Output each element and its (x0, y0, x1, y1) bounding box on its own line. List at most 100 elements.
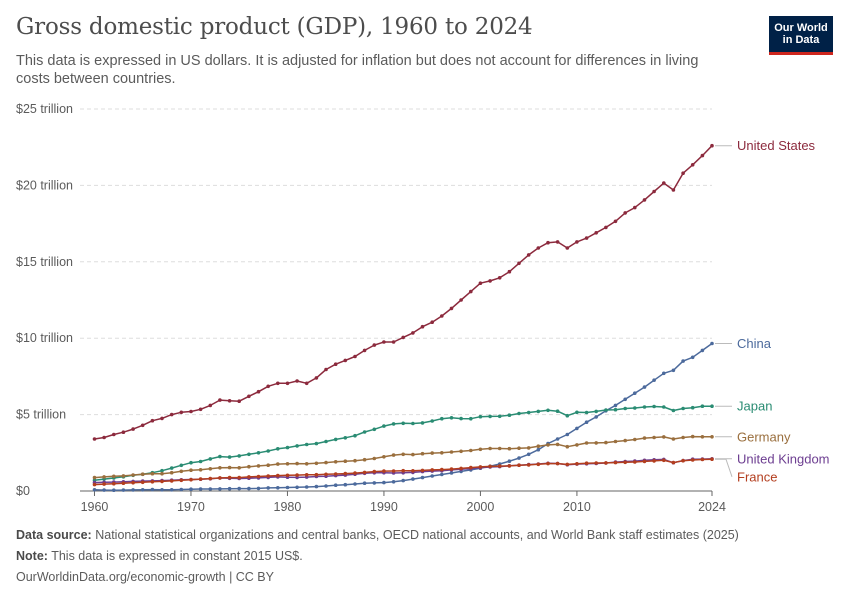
data-point (642, 385, 647, 389)
data-point (623, 397, 627, 402)
data-point (227, 465, 232, 470)
data-point (333, 483, 338, 488)
data-point (343, 358, 348, 363)
data-point (555, 461, 560, 466)
data-point (420, 324, 425, 329)
data-point (546, 443, 550, 447)
data-point (507, 446, 512, 451)
series-label: Germany (737, 429, 791, 444)
data-point (160, 479, 164, 484)
data-point (353, 482, 357, 486)
data-point (102, 475, 106, 479)
data-point (594, 231, 598, 235)
data-point (604, 408, 608, 412)
x-tick-label: 1990 (370, 500, 398, 514)
data-point (391, 480, 396, 484)
data-point (710, 404, 714, 409)
data-point (430, 320, 435, 325)
data-point (700, 457, 705, 462)
owid-logo[interactable]: Our World in Data (769, 16, 833, 55)
data-point (488, 279, 492, 283)
data-point (189, 487, 193, 492)
data-point (459, 298, 463, 302)
data-point (681, 458, 685, 463)
data-point (575, 443, 579, 447)
chart-title: Gross domestic product (GDP), 1960 to 20… (16, 14, 533, 40)
data-point (411, 469, 415, 473)
data-point (353, 433, 357, 438)
data-point (555, 409, 560, 414)
source-link[interactable]: OurWorldinData.org/economic-growth (16, 570, 226, 584)
data-point (189, 468, 193, 473)
data-point (497, 414, 502, 419)
data-point (584, 236, 589, 240)
data-point (401, 478, 406, 483)
data-point (131, 473, 135, 477)
axis-layer: $0 $5 trillion $10 trillion $15 trillion $20… (16, 102, 726, 514)
data-point (179, 410, 184, 415)
data-point (565, 462, 570, 467)
data-point (555, 437, 560, 441)
data-point (256, 486, 261, 491)
data-point (160, 468, 164, 473)
data-point (440, 314, 444, 318)
data-point (102, 488, 106, 492)
data-point (333, 437, 338, 442)
data-point (681, 359, 685, 363)
data-point (671, 368, 676, 373)
data-point (690, 355, 695, 360)
data-point (449, 416, 454, 420)
data-point (295, 485, 299, 490)
data-point (198, 459, 203, 464)
data-point (140, 423, 145, 428)
data-point (314, 472, 319, 477)
data-point (633, 391, 637, 396)
data-point (391, 469, 396, 473)
data-point (613, 439, 618, 444)
data-point (710, 457, 714, 462)
data-point (526, 253, 531, 257)
data-point (517, 463, 521, 468)
data-point (179, 469, 184, 474)
y-tick-label: $15 trillion (16, 255, 73, 269)
data-point (604, 461, 608, 465)
data-point (237, 475, 241, 480)
data-point (594, 441, 598, 445)
data-point (382, 469, 386, 473)
data-point (285, 473, 290, 478)
data-point (652, 189, 656, 194)
data-point (662, 405, 666, 409)
data-point (237, 399, 241, 404)
data-point (343, 482, 348, 487)
data-point (218, 466, 222, 470)
y-tick-label: $5 trillion (16, 408, 66, 422)
data-point (681, 406, 685, 411)
data-point (285, 462, 290, 466)
data-point (362, 457, 367, 462)
data-point (295, 461, 299, 466)
data-point (584, 420, 589, 425)
data-point (391, 340, 396, 344)
y-tick-label: $10 trillion (16, 331, 73, 345)
data-point (131, 480, 135, 485)
data-point (285, 381, 290, 386)
data-point (198, 407, 203, 412)
data-point (131, 488, 135, 492)
data-point (362, 348, 367, 353)
data-point (343, 436, 348, 440)
data-point (169, 412, 174, 417)
data-point (198, 468, 203, 472)
data-point (690, 434, 695, 439)
data-point (613, 403, 618, 408)
data-point (218, 476, 222, 480)
series-line-united-states (94, 145, 713, 440)
data-point (710, 341, 714, 346)
data-point (372, 456, 377, 461)
data-point (449, 467, 454, 471)
data-point (469, 448, 473, 453)
data-point (652, 404, 656, 409)
data-point (420, 468, 425, 473)
data-point (430, 451, 435, 455)
data-point (324, 484, 328, 488)
data-point (102, 435, 106, 440)
